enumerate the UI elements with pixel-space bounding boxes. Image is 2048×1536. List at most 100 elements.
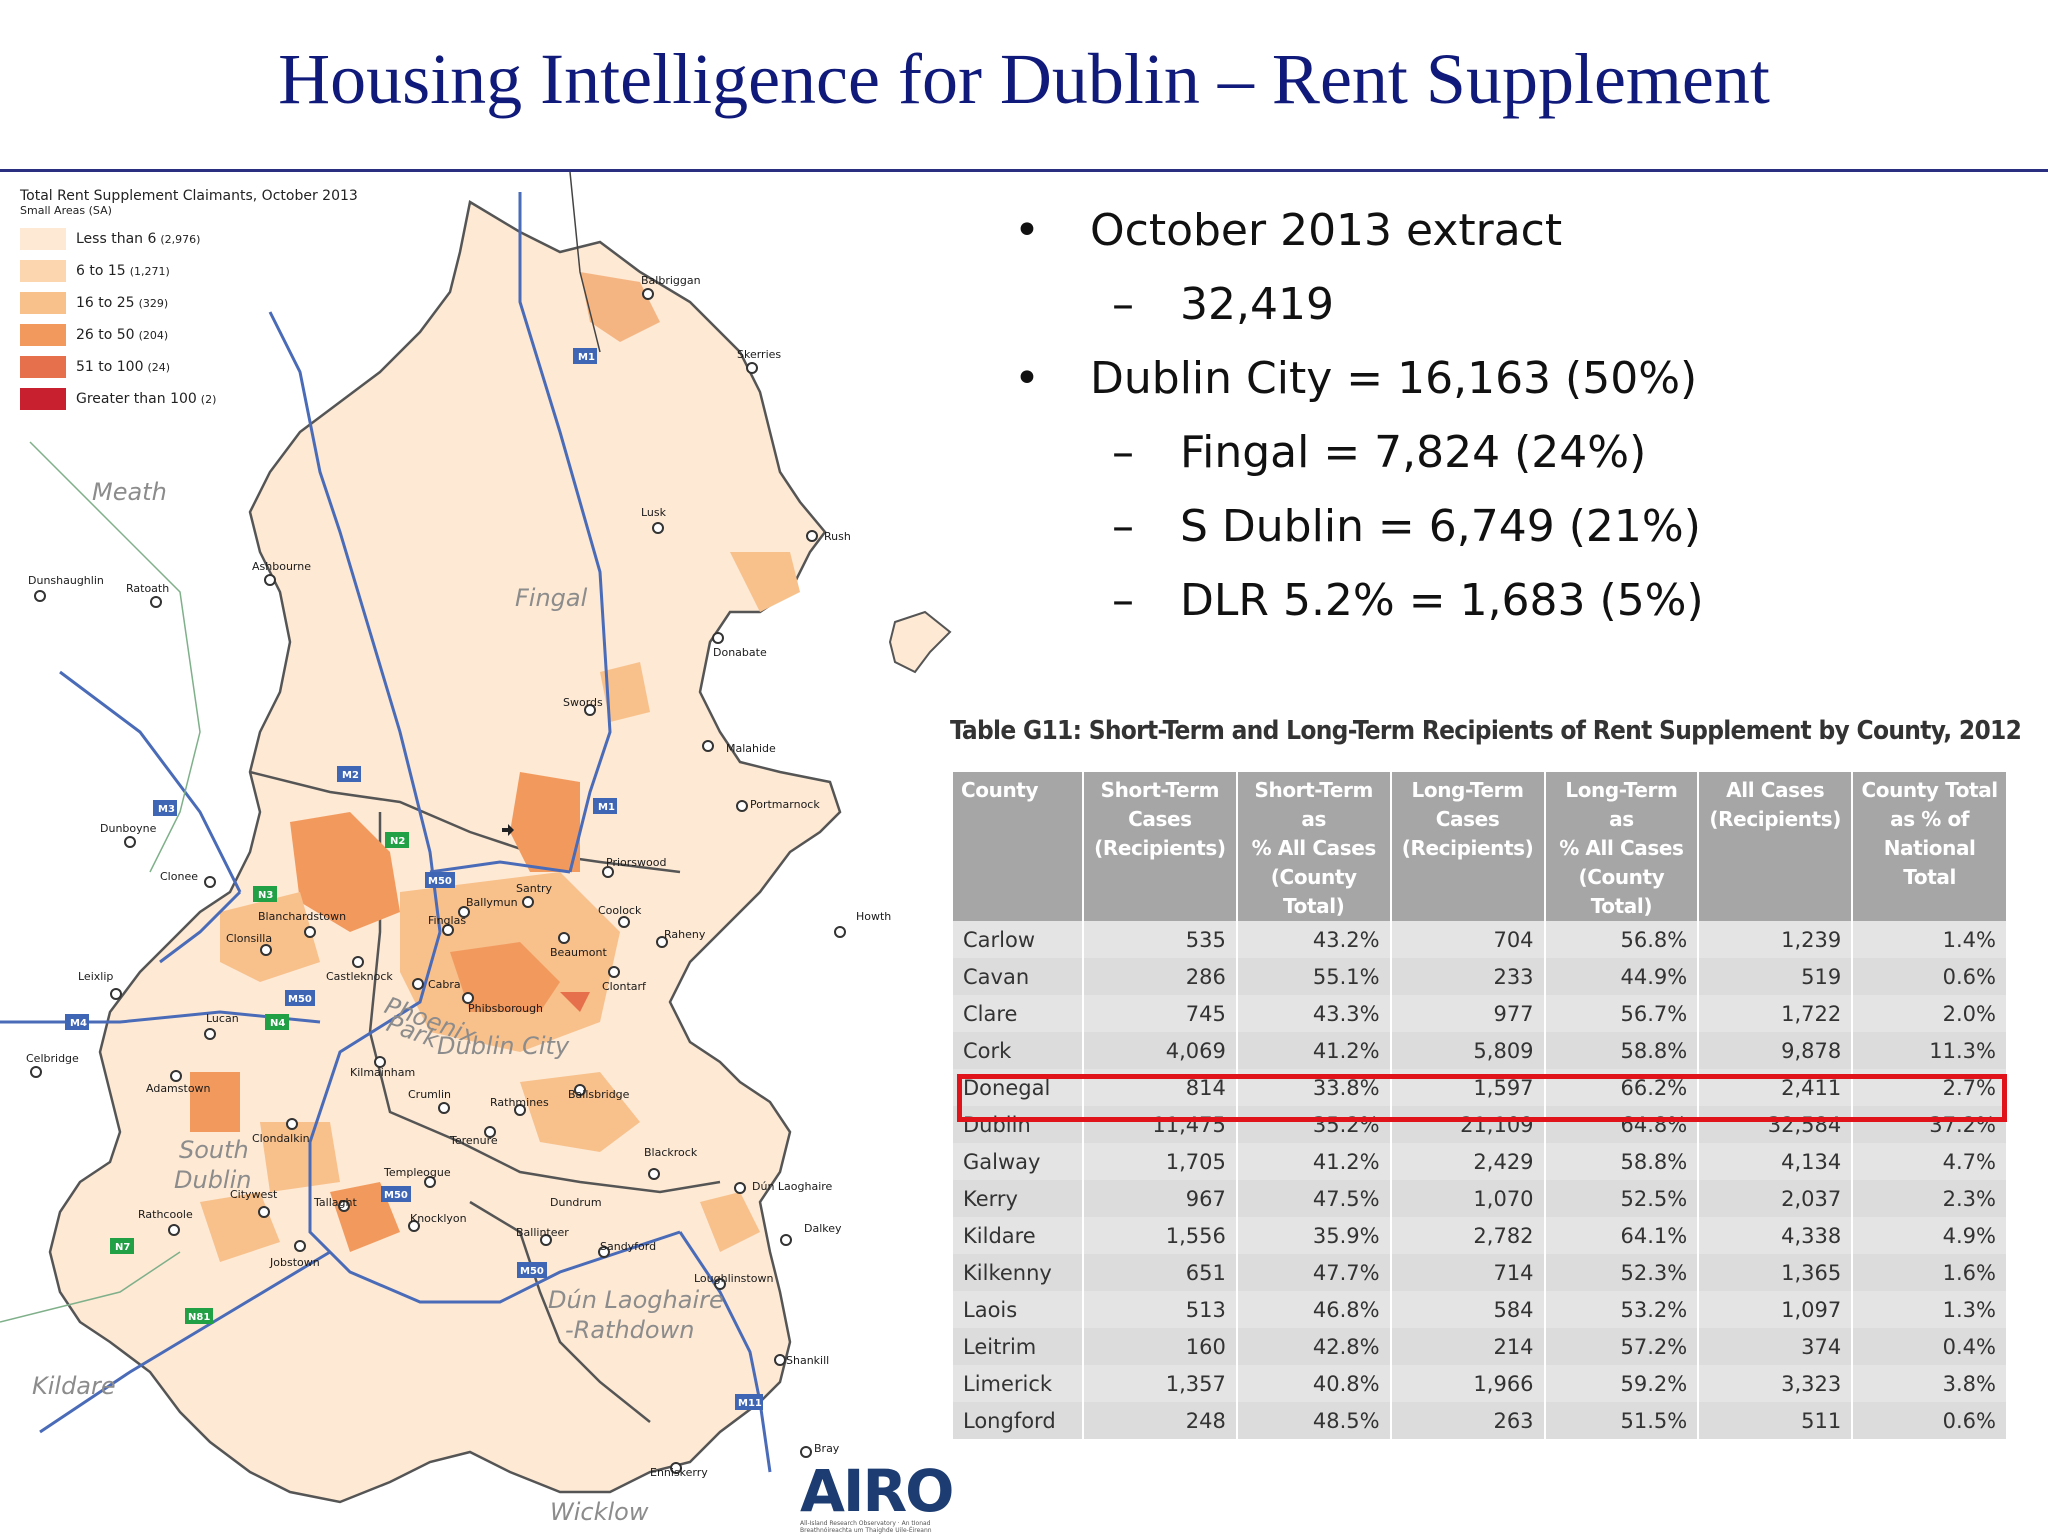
column-header-line: Long-Term as	[1565, 778, 1678, 831]
value-cell: 56.7%	[1544, 995, 1700, 1032]
svg-text:Malahide: Malahide	[726, 742, 776, 755]
value-cell: 513	[1082, 1291, 1238, 1328]
column-header-line: All Cases	[1726, 778, 1825, 802]
column-header: Long-Term as % All Cases (County Total)	[1544, 772, 1700, 921]
svg-text:Dún Laoghaire: Dún Laoghaire	[752, 1180, 833, 1193]
svg-text:Phibsborough: Phibsborough	[468, 1002, 543, 1015]
svg-text:Blanchardstown: Blanchardstown	[258, 910, 346, 923]
value-cell: 1,070	[1390, 1180, 1546, 1217]
legend-item: 26 to 50 (204)	[20, 319, 358, 351]
value-cell: 41.2%	[1236, 1032, 1392, 1069]
legend-label: 6 to 15	[76, 263, 126, 279]
bullet-text: DLR 5.2% = 1,683 (5%)	[1180, 575, 1704, 626]
column-header-line: National	[1883, 836, 1976, 860]
svg-text:M1: M1	[598, 802, 615, 813]
value-cell: 967	[1082, 1180, 1238, 1217]
dublin-city-boundary	[368, 812, 721, 1194]
table-row: Limerick 1,357 40.8% 1,966 59.2% 3,323 3.8%	[953, 1365, 2008, 1402]
bullet-text: October 2013 extract	[1090, 205, 1563, 256]
logo-text: AIRO	[800, 1457, 954, 1525]
value-cell: 1.6%	[1852, 1254, 2008, 1291]
value-cell: 57.2%	[1544, 1328, 1700, 1365]
bullet-marker: •	[1014, 205, 1040, 256]
value-cell: 4,338	[1698, 1217, 1854, 1254]
value-cell: 1,966	[1390, 1365, 1546, 1402]
value-cell: 64.1%	[1544, 1217, 1700, 1254]
county-cell: Dublin	[953, 1106, 1084, 1143]
value-cell: 51.5%	[1544, 1402, 1700, 1439]
value-cell: 704	[1390, 921, 1546, 958]
legend-item: Greater than 100 (2)	[20, 383, 358, 415]
legend-item: 16 to 25 (329)	[20, 287, 358, 319]
county-cell: Limerick	[953, 1365, 1084, 1402]
svg-text:Knocklyon: Knocklyon	[410, 1212, 467, 1225]
column-header-line: Total	[1903, 865, 1956, 889]
svg-text:Celbridge: Celbridge	[26, 1052, 79, 1065]
fingal-boundary	[249, 770, 681, 874]
column-header-line: Short-Term as	[1254, 778, 1374, 831]
table-row: Longford 248 48.5% 263 51.5% 511 0.6%	[953, 1402, 2008, 1439]
column-header-line: Total)	[1590, 894, 1653, 918]
svg-text:M50: M50	[428, 876, 452, 887]
legend-label: Greater than 100	[76, 391, 197, 407]
column-header-line: (Recipients)	[1709, 807, 1842, 831]
value-cell: 4.7%	[1852, 1143, 2008, 1180]
column-header-line: County	[961, 778, 1039, 802]
value-cell: 52.5%	[1544, 1180, 1700, 1217]
svg-text:Rathcoole: Rathcoole	[138, 1208, 193, 1221]
value-cell: 59.2%	[1544, 1365, 1700, 1402]
bullet-item: – Fingal = 7,824 (24%)	[1000, 418, 2000, 492]
legend-swatch	[20, 228, 66, 250]
value-cell: 42.8%	[1236, 1328, 1392, 1365]
column-header-line: Short-Term	[1100, 778, 1220, 802]
dublin-row-highlight	[957, 1074, 2007, 1122]
value-cell: 374	[1698, 1328, 1854, 1365]
svg-text:Meath: Meath	[92, 478, 167, 506]
value-cell: 4,134	[1698, 1143, 1854, 1180]
region-labels: Meath Fingal Dublin City South Dublin Dú…	[32, 478, 724, 1526]
county-cell: Kildare	[953, 1217, 1084, 1254]
column-header-line: as % of	[1890, 807, 1970, 831]
value-cell: 0.4%	[1852, 1328, 2008, 1365]
value-cell: 46.8%	[1236, 1291, 1392, 1328]
bullet-item: – S Dublin = 6,749 (21%)	[1000, 492, 2000, 566]
value-cell: 745	[1082, 995, 1238, 1032]
svg-text:-Rathdown: -Rathdown	[565, 1316, 694, 1344]
summary-bullets: • October 2013 extract –32,419 • Dublin City…	[1000, 196, 2000, 640]
svg-text:Skerries: Skerries	[737, 348, 781, 361]
table-row: Cavan 286 55.1% 233 44.9% 519 0.6%	[953, 958, 2008, 995]
table-row: Cork 4,069 41.2% 5,809 58.8% 9,878 11.3%	[953, 1032, 2008, 1069]
map-legend: Total Rent Supplement Claimants, October…	[20, 188, 358, 415]
value-cell: 52.3%	[1544, 1254, 1700, 1291]
table-row: Clare 745 43.3% 977 56.7% 1,722 2.0%	[953, 995, 2008, 1032]
legend-count: (1,271)	[129, 264, 170, 278]
bullet-text: S Dublin = 6,749 (21%)	[1180, 501, 1701, 552]
value-cell: 44.9%	[1544, 958, 1700, 995]
column-header-line: (County	[1578, 865, 1665, 889]
column-header: County Total as % of National Total	[1852, 772, 2008, 921]
value-cell: 56.8%	[1544, 921, 1700, 958]
column-header-line: % All Cases	[1559, 836, 1684, 860]
county-outline	[48, 200, 842, 1504]
value-cell: 263	[1390, 1402, 1546, 1439]
legend-label: 16 to 25	[76, 295, 135, 311]
svg-text:Templeogue: Templeogue	[383, 1166, 451, 1179]
value-cell: 214	[1390, 1328, 1546, 1365]
column-header-line: (Recipients)	[1094, 836, 1226, 860]
svg-text:Clontarf: Clontarf	[602, 980, 647, 993]
road-shields: M1 M1 M2 M3 N2 N3 M50 M50 N4 M4 M50 M50 …	[65, 348, 763, 1410]
table-row: Galway 1,705 41.2% 2,429 58.8% 4,134 4.7%	[953, 1143, 2008, 1180]
table-row: Kilkenny 651 47.7% 714 52.3% 1,365 1.6%	[953, 1254, 2008, 1291]
bullet-marker: –	[1112, 279, 1134, 330]
svg-text:M50: M50	[384, 1190, 408, 1201]
svg-text:Ballinteer: Ballinteer	[516, 1226, 569, 1239]
value-cell: 55.1%	[1236, 958, 1392, 995]
bullet-marker: –	[1112, 501, 1134, 552]
logo-subtitle: All-Island Research Observatory · An tIo…	[800, 1520, 932, 1534]
table-row: Laois 513 46.8% 584 53.2% 1,097 1.3%	[953, 1291, 2008, 1328]
value-cell: 2,429	[1390, 1143, 1546, 1180]
value-cell: 37.2%	[1852, 1106, 2008, 1143]
value-cell: 40.8%	[1236, 1365, 1392, 1402]
svg-text:Clondalkin: Clondalkin	[252, 1132, 310, 1145]
value-cell: 48.5%	[1236, 1402, 1392, 1439]
